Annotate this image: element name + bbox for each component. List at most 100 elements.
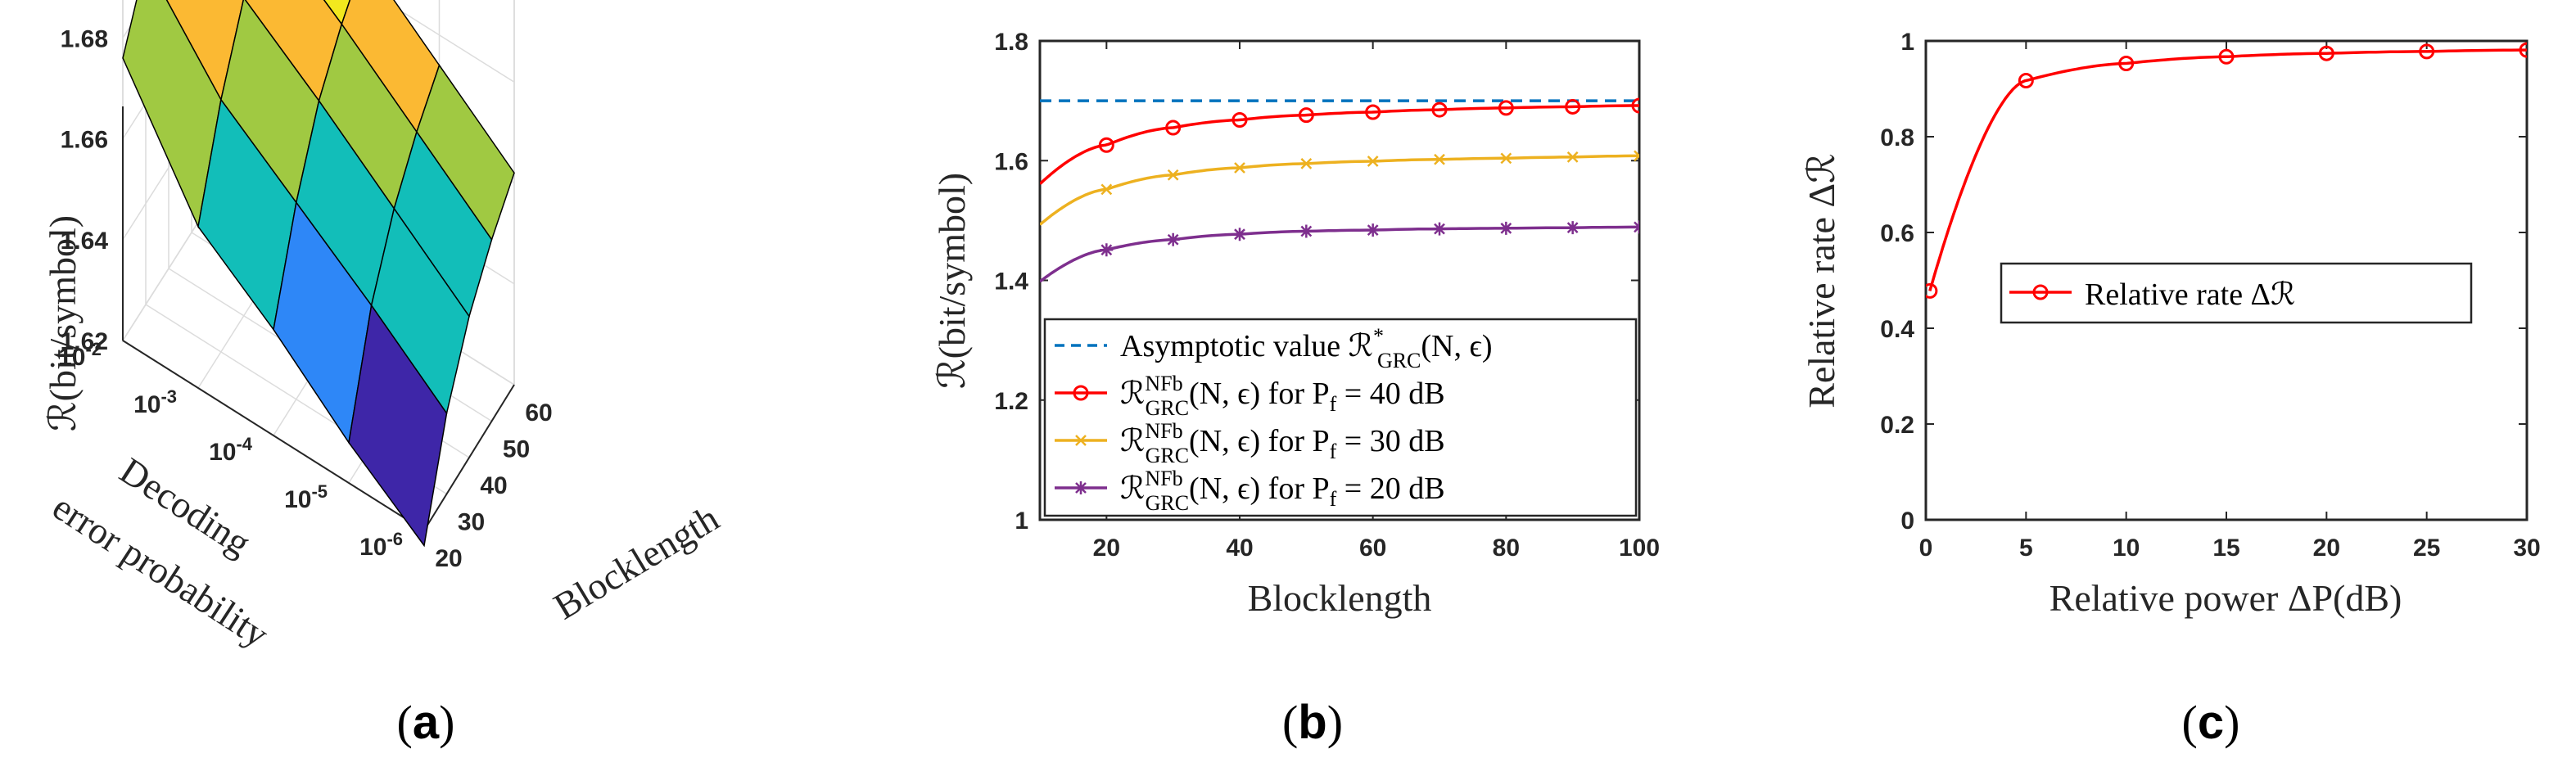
panel-b-series-3-point — [1566, 221, 1579, 235]
panel-a-z-tick-label: 1.68 — [61, 25, 108, 52]
panel-c-x-tick-label: 15 — [2212, 535, 2239, 562]
panel-b-series-1-point — [1631, 97, 1639, 114]
panel-a-axis-line — [122, 340, 425, 531]
panel-c-series-0-point — [2018, 73, 2034, 89]
panel-b-series-2-point — [1234, 162, 1245, 174]
panel-c-y-tick-label: 0 — [1900, 508, 1914, 535]
panel-a-blocklength-tick-label: 60 — [525, 399, 552, 426]
panel-b-x-tick-label: 80 — [1493, 535, 1520, 562]
panel-b-legend-marker-2 — [1075, 435, 1087, 446]
panel-a-z-ticks: 1.621.641.661.681.7 — [61, 25, 109, 355]
panel-b-legend-label-0: Asymptotic value ℛ* GRC(N, ϵ) — [1120, 324, 1493, 372]
panel-b-legend-box — [1043, 318, 1638, 517]
panel-b-series-3-point — [1100, 243, 1114, 257]
panel-c-y-tick-label: 0.2 — [1880, 412, 1914, 439]
panel-c-legend-marker — [2032, 284, 2049, 300]
panel-c-y-tick-label: 0.8 — [1880, 124, 1914, 151]
panel-c-series-line-0 — [1928, 48, 2527, 291]
panel-b-legend-marker-1 — [1073, 385, 1089, 401]
panel-b-legend-marker-3 — [1074, 481, 1087, 494]
panel-c-x-tick-label: 30 — [2513, 535, 2540, 562]
panel-c-y-tick-label: 1 — [1900, 29, 1914, 56]
panel-c-x-tick-label: 0 — [1919, 535, 1933, 562]
panel-b-y-tick-label: 1.4 — [994, 268, 1028, 296]
panel-a-surface — [122, 0, 515, 548]
panel-c-line-chart: 0 0.2 0.4 0.6 0.8 1 0 5 10 15 20 25 30 Relative rat… — [1801, 29, 2541, 749]
panel-b-y-tick-label: 1.8 — [994, 29, 1028, 56]
panel-b-series-2-point — [1434, 153, 1445, 165]
panel-b-series-3-point — [1499, 221, 1513, 235]
panel-a-blocklength-tick-label: 30 — [458, 509, 485, 536]
panel-b-x-tick-label: 100 — [1619, 535, 1660, 562]
panel-b-series-3-point — [1299, 224, 1313, 238]
panel-b-series-2-point — [1367, 156, 1379, 167]
panel-b-series-line-1 — [1040, 104, 1639, 185]
panel-c-series — [1926, 42, 2527, 299]
panel-c-x-ticks: 0 5 10 15 20 25 30 — [1919, 41, 2541, 562]
panel-a-blocklength-tick-label: 40 — [480, 472, 507, 499]
panel-c-y-tick-label: 0.4 — [1880, 316, 1914, 343]
panel-b-series — [1040, 97, 1639, 283]
panel-c-y-axis-label: Relative rate Δℛ — [1801, 153, 1842, 408]
panel-c-y-ticks: 0 0.2 0.4 0.6 0.8 1 — [1880, 29, 2527, 535]
panel-a-z-tick-label: 1.62 — [61, 328, 108, 355]
panel-b-series-1-point — [1098, 137, 1114, 153]
panel-c-series-0-point — [2519, 42, 2527, 58]
panel-c-x-tick-label: 5 — [2019, 535, 2033, 562]
panel-a-error-prob-tick-label: 10-6 — [359, 529, 403, 561]
panel-a-y-axis-label: ℛ(bit/symbol) — [42, 215, 84, 431]
panel-b-line-chart: 1 1.2 1.4 1.6 1.8 20 40 60 80 100 Asymptotic val… — [931, 29, 1660, 749]
panel-b-caption: (b) — [1282, 696, 1343, 749]
panel-b-series-3-point — [1233, 228, 1246, 241]
panel-c-x-tick-label: 25 — [2413, 535, 2440, 562]
panel-c-x-tick-label: 20 — [2313, 535, 2340, 562]
panel-b-series-3-point — [1366, 223, 1380, 237]
panel-b-y-axis-label: ℛ(bit/symbol) — [931, 173, 973, 389]
panel-b-series-3-point — [1633, 220, 1639, 234]
panel-a-blocklength-tick-label: 20 — [435, 545, 462, 572]
panel-b-series-3-point — [1166, 232, 1180, 246]
panel-b-series-1-point — [1298, 107, 1314, 124]
panel-b-series-2-point — [1566, 151, 1579, 163]
panel-b-x-tick-label: 20 — [1093, 535, 1120, 562]
panel-b-legend-label-1: ℛNFb GRC(N, ϵ) for Pf = 40 dB — [1120, 372, 1445, 420]
panel-b-legend-label-3: ℛNFb GRC(N, ϵ) for Pf = 20 dB — [1120, 467, 1445, 515]
panel-c-x-axis-label: Relative power ΔP(dB) — [2050, 577, 2402, 619]
panel-b-series-1-point — [1498, 100, 1514, 116]
panel-b-legend-label-2: ℛNFb GRC(N, ϵ) for Pf = 30 dB — [1120, 419, 1445, 467]
panel-a-axis-line — [423, 384, 515, 531]
panel-c-legend: Relative rate Δℛ — [2000, 262, 2473, 324]
panel-a-error-prob-tick-label: 10-4 — [209, 434, 253, 466]
panel-c-series-0-point — [2118, 55, 2135, 71]
panel-b-series-2-point — [1500, 152, 1512, 165]
panel-a-grid-line — [122, 0, 515, 83]
panel-a-x-axis-label: Blocklength — [547, 497, 726, 628]
panel-c-series-0-point — [2419, 43, 2435, 60]
panel-b-series-1-point — [1565, 98, 1581, 115]
panel-a-surface-patch — [348, 304, 448, 548]
panel-a-blocklength-tick-label: 50 — [503, 436, 530, 463]
panel-a-z-tick-label: 1.66 — [61, 127, 108, 154]
panel-c-legend-label: Relative rate Δℛ — [2085, 277, 2295, 312]
panel-b-series-2-point — [1100, 183, 1113, 196]
panel-a-error-prob-tick-label: 10-5 — [284, 481, 328, 513]
panel-b-x-tick-label: 40 — [1226, 535, 1253, 562]
panel-c-series-0-point — [2218, 48, 2235, 65]
panel-b-y-tick-label: 1.6 — [994, 148, 1028, 175]
panel-b-x-tick-label: 60 — [1359, 535, 1386, 562]
panel-b-x-axis-label: Blocklength — [1248, 577, 1432, 619]
panel-a-error-prob-tick-label: 10-3 — [133, 386, 177, 418]
panel-c-x-tick-label: 10 — [2113, 535, 2140, 562]
panel-b-series-line-2 — [1040, 154, 1639, 226]
panel-b-y-tick-label: 1.2 — [994, 388, 1028, 415]
panel-b-series-1-point — [1365, 104, 1381, 120]
panel-b-series-3-point — [1433, 222, 1446, 236]
panel-b-series-1-point — [1431, 102, 1448, 118]
panel-b-series-1-point — [1165, 120, 1182, 136]
panel-b-y-tick-label: 1 — [1015, 508, 1028, 535]
panel-b-legend: Asymptotic value ℛ* GRC(N, ϵ)ℛNFb GRC(N, ϵ… — [1043, 318, 1638, 517]
panel-c-caption: (c) — [2182, 696, 2240, 749]
panel-b-series-2-point — [1167, 169, 1179, 181]
